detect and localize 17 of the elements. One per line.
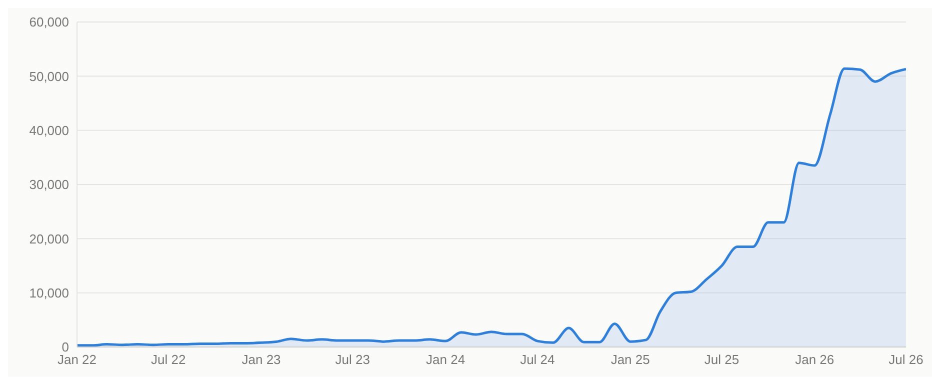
- x-tick-label: Jul 26: [888, 352, 924, 368]
- y-tick-label: 10,000: [29, 285, 69, 300]
- y-tick-label: 0: [62, 340, 69, 355]
- x-tick-label: Jul 23: [335, 352, 370, 368]
- x-tick-label: Jul 25: [704, 352, 740, 368]
- x-tick-label: Jan 25: [610, 352, 650, 368]
- y-tick-label: 40,000: [29, 122, 69, 138]
- x-tick-label: Jan 24: [426, 352, 466, 368]
- x-tick-label: Jul 24: [520, 352, 555, 368]
- x-tick-label: Jan 22: [57, 352, 97, 368]
- y-tick-label: 30,000: [29, 177, 69, 192]
- x-tick-label: Jan 23: [242, 352, 281, 368]
- x-tick-label: Jan 26: [795, 352, 834, 368]
- y-tick-label: 20,000: [29, 231, 69, 246]
- x-tick-label: Jul 22: [151, 352, 186, 368]
- y-tick-label: 50,000: [29, 68, 69, 84]
- y-tick-label: 60,000: [29, 14, 69, 30]
